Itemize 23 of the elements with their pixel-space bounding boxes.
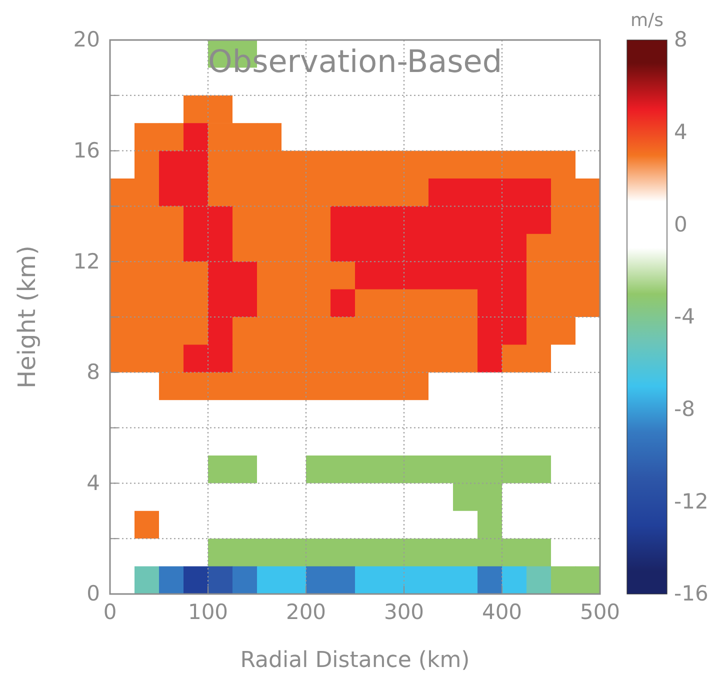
- x-tick-label: 100: [188, 600, 228, 624]
- x-axis-title: Radial Distance (km): [240, 648, 470, 673]
- y-tick-label: 4: [86, 470, 100, 495]
- x-tick-label: 300: [384, 600, 424, 624]
- y-tick-label: 16: [73, 138, 100, 163]
- color-bar-label: -8: [674, 397, 695, 422]
- color-bar-label: 0: [674, 212, 688, 236]
- x-tick-label: 500: [580, 600, 620, 624]
- color-bar-label: 8: [674, 28, 688, 52]
- color-bar-label: -12: [674, 489, 708, 514]
- y-tick-label: 20: [73, 28, 100, 52]
- color-bar-label: -16: [674, 582, 708, 606]
- y-tick-label: 8: [86, 360, 100, 384]
- colorbar: -16 -12 -8 -4 0 4 8 m/s: [626, 10, 708, 606]
- x-tick-label: 400: [482, 600, 522, 624]
- y-tick-label: 0: [86, 582, 100, 606]
- color-bar-title: m/s: [630, 10, 664, 31]
- color-bar-label: -4: [674, 304, 695, 329]
- y-tick-label: 12: [73, 249, 100, 274]
- x-tick-label: 200: [286, 600, 326, 624]
- color-bar-label: 4: [674, 120, 688, 144]
- y-axis-title: Height (km): [13, 246, 41, 388]
- x-tick-label: 0: [103, 600, 117, 624]
